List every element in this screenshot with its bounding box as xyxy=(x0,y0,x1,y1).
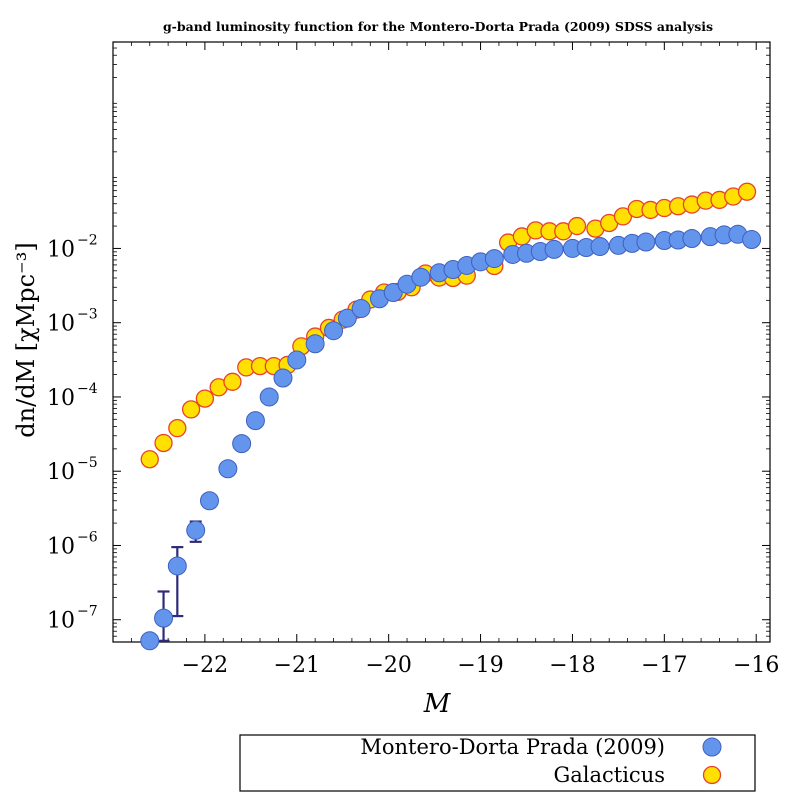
y-tick-exponent: −2 xyxy=(77,232,98,248)
y-tick-label: 10 xyxy=(47,386,75,411)
galacticus-point xyxy=(223,372,242,391)
galacticus-point xyxy=(567,216,587,236)
x-tick-label: −21 xyxy=(274,653,320,678)
y-tick-label: 10 xyxy=(47,460,75,485)
legend-marker-montero-dorta xyxy=(702,737,722,757)
montero-dorta-point xyxy=(337,308,357,328)
y-tick-label: 10 xyxy=(47,609,75,634)
y-tick-label: 10 xyxy=(47,237,75,262)
montero-dorta-point xyxy=(682,229,702,249)
galacticus-point xyxy=(195,389,215,408)
montero-dorta-point xyxy=(305,334,325,354)
legend-marker-galacticus xyxy=(702,765,722,785)
legend-label-galacticus: Galacticus xyxy=(553,763,665,787)
legend-label-montero-dorta: Montero-Dorta Prada (2009) xyxy=(360,735,665,759)
y-tick-exponent: −6 xyxy=(77,529,98,545)
montero-dorta-point xyxy=(636,232,656,252)
montero-dorta-point xyxy=(287,350,307,370)
galacticus-point xyxy=(181,400,201,419)
plot-frame xyxy=(112,41,771,643)
galacticus-point xyxy=(140,450,159,469)
montero-dorta-point xyxy=(742,229,762,249)
montero-dorta-point xyxy=(484,249,504,269)
y-tick-exponent: −4 xyxy=(77,381,98,397)
x-tick-label: −16 xyxy=(733,653,779,678)
montero-dorta-point xyxy=(232,434,252,454)
x-tick-label: −18 xyxy=(549,653,595,678)
montero-dorta-point xyxy=(411,267,431,287)
x-tick-label: −22 xyxy=(182,653,228,678)
montero-dorta-point xyxy=(140,631,160,651)
galacticus-point xyxy=(168,419,187,438)
montero-dorta-point xyxy=(186,520,206,540)
montero-dorta-point xyxy=(199,491,219,511)
montero-dorta-point xyxy=(245,411,265,431)
montero-dorta-point xyxy=(154,608,174,628)
x-tick-label: −19 xyxy=(457,653,503,678)
montero-dorta-point xyxy=(273,368,293,388)
y-tick-exponent: −5 xyxy=(77,455,98,471)
data-points xyxy=(140,182,762,651)
plot-area xyxy=(112,41,771,643)
y-tick-exponent: −3 xyxy=(77,307,98,323)
montero-dorta-point xyxy=(590,237,610,257)
galacticus-point xyxy=(737,182,757,201)
montero-dorta-point xyxy=(383,283,403,303)
montero-dorta-point xyxy=(167,556,187,576)
montero-dorta-point xyxy=(324,321,344,341)
montero-dorta-point xyxy=(544,239,564,259)
x-axis-label: M xyxy=(423,689,452,719)
y-tick-exponent: −7 xyxy=(77,604,98,620)
legend: Montero-Dorta Prada (2009) Galacticus xyxy=(239,734,756,792)
y-axis-label: dn/dM [χMpc⁻³] xyxy=(12,242,40,437)
chart-title: g-band luminosity function for the Monte… xyxy=(163,19,713,34)
galacticus-point xyxy=(154,433,173,453)
y-tick-label: 10 xyxy=(47,534,75,559)
montero-dorta-point xyxy=(351,299,371,319)
montero-dorta-point xyxy=(218,459,238,479)
y-tick-label: 10 xyxy=(47,312,75,337)
montero-dorta-point xyxy=(259,387,279,407)
x-tick-label: −17 xyxy=(641,653,687,678)
x-tick-label: −20 xyxy=(365,653,411,678)
legend-box xyxy=(239,734,756,792)
